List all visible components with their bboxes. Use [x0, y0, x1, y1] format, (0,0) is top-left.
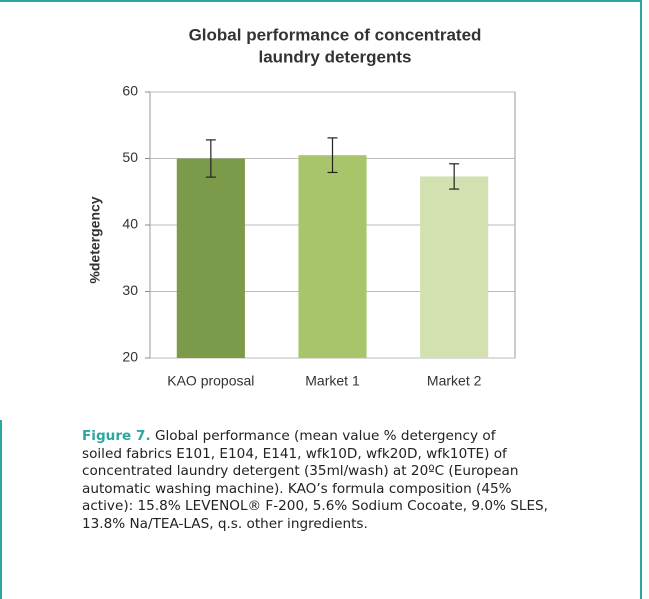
caption-line: 13.8% Na/TEA-LAS, q.s. other ingredients… [82, 516, 622, 534]
caption-text: Global performance (mean value % deterge… [154, 428, 496, 444]
caption-text: automatic washing machine). KAO’s formul… [82, 480, 512, 497]
caption-line: soiled fabrics E101, E104, E141, wfk10D,… [82, 446, 622, 464]
bar [420, 176, 489, 358]
y-tick-label: 40 [122, 216, 138, 232]
caption-line: concentrated laundry detergent (35ml/was… [82, 463, 622, 481]
bar [298, 155, 367, 358]
bar [176, 158, 245, 358]
x-tick-label: Market 2 [427, 373, 482, 389]
caption-text: soiled fabrics E101, E104, E141, wfk10D,… [82, 445, 507, 462]
caption: Figure 7. Global performance (mean value… [82, 428, 622, 534]
caption-text: concentrated laundry detergent (35ml/was… [82, 463, 519, 480]
y-tick-label: 50 [122, 149, 138, 165]
y-tick-label: 60 [122, 83, 138, 99]
caption-line: active): 15.8% LEVENOL® F-200, 5.6% Sodi… [82, 498, 622, 516]
caption-text: 13.8% Na/TEA-LAS, q.s. other ingredients… [82, 515, 368, 532]
chart-title: laundry detergents [258, 47, 411, 66]
x-tick-label: Market 1 [305, 373, 360, 389]
y-axis-label: %detergency [87, 196, 103, 283]
chart-title: Global performance of concentrated [189, 25, 482, 44]
y-tick-label: 30 [122, 282, 138, 298]
caption-line: automatic washing machine). KAO’s formul… [82, 481, 622, 499]
figure-label: Figure 7. [82, 428, 151, 444]
caption-line: Figure 7. Global performance (mean value… [82, 428, 622, 446]
caption-text: active): 15.8% LEVENOL® F-200, 5.6% Sodi… [82, 498, 548, 515]
x-tick-label: KAO proposal [167, 373, 254, 389]
y-tick-label: 20 [122, 349, 138, 365]
